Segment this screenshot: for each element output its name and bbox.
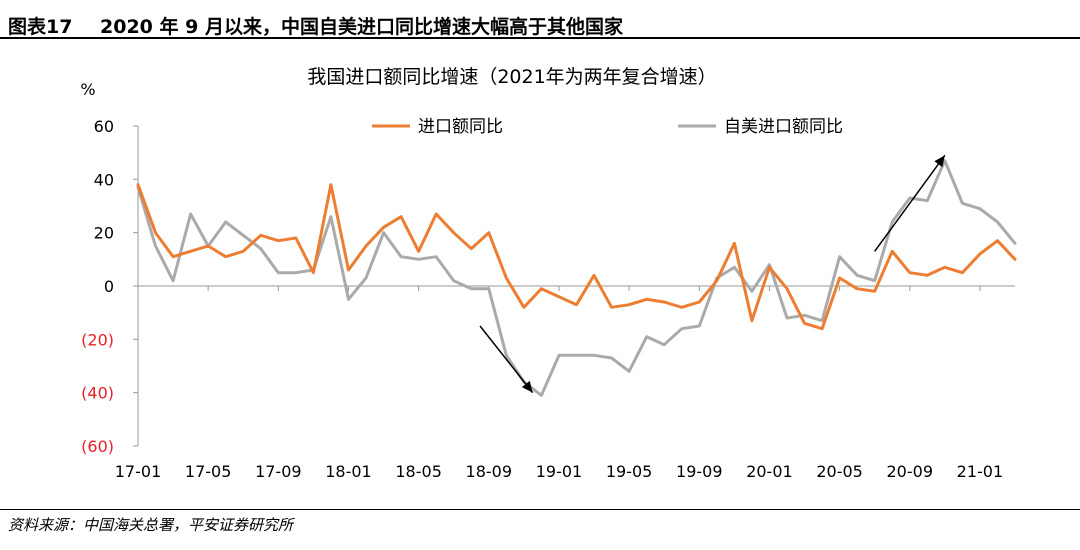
y-tick-label: (40) (81, 384, 114, 403)
x-tick-label: 18-09 (466, 462, 513, 481)
figure-header: 图表17 2020 年 9 月以来，中国自美进口同比增速大幅高于其他国家 (0, 0, 1080, 39)
arrow-up (874, 154, 946, 252)
series-line-0 (136, 183, 1017, 331)
chart-title: 我国进口额同比增速（2021年为两年复合增速） (307, 66, 716, 88)
x-tick-label: 21-01 (957, 462, 1004, 481)
y-tick-label: (20) (81, 330, 114, 349)
y-tick-label: (60) (81, 437, 114, 456)
figure-number: 图表17 (8, 16, 73, 38)
x-tick-label: 17-05 (185, 462, 232, 481)
y-tick-label: 40 (94, 170, 114, 189)
plot-lines (136, 159, 1017, 397)
legend-label-1: 自美进口额同比 (724, 117, 843, 137)
footer-rule (0, 509, 1080, 510)
x-tick-label: 17-01 (115, 462, 162, 481)
header-rule (0, 37, 1080, 39)
annotations (479, 154, 946, 394)
series-line-1 (136, 159, 1017, 397)
line-chart: 我国进口额同比增速（2021年为两年复合增速） % 60 40 20 0 (20) (40… (80, 66, 1017, 481)
axes: 60 40 20 0 (20) (40) (60)17-01 17-05 17-09 18-01 1… (81, 117, 1015, 481)
source-note: 资料来源：中国海关总署，平安证券研究所 (8, 516, 294, 534)
x-tick-label: 19-09 (676, 462, 723, 481)
x-tick-label: 18-05 (395, 462, 442, 481)
legend-label-0: 进口额同比 (418, 117, 503, 137)
x-tick-label: 19-05 (606, 462, 653, 481)
y-tick-label: 60 (94, 117, 114, 136)
x-tick-label: 20-05 (816, 462, 863, 481)
x-tick-label: 18-01 (325, 462, 372, 481)
legend: 进口额同比 自美进口额同比 (372, 117, 843, 137)
x-tick-label: 20-09 (887, 462, 934, 481)
x-tick-label: 17-09 (255, 462, 302, 481)
x-tick-label: 19-01 (536, 462, 583, 481)
y-tick-label: 0 (104, 277, 114, 296)
x-tick-label: 20-01 (746, 462, 793, 481)
y-axis-unit: % (80, 80, 95, 99)
arrow-down (479, 325, 534, 394)
y-tick-label: 20 (94, 224, 114, 243)
figure-title: 2020 年 9 月以来，中国自美进口同比增速大幅高于其他国家 (100, 16, 623, 38)
